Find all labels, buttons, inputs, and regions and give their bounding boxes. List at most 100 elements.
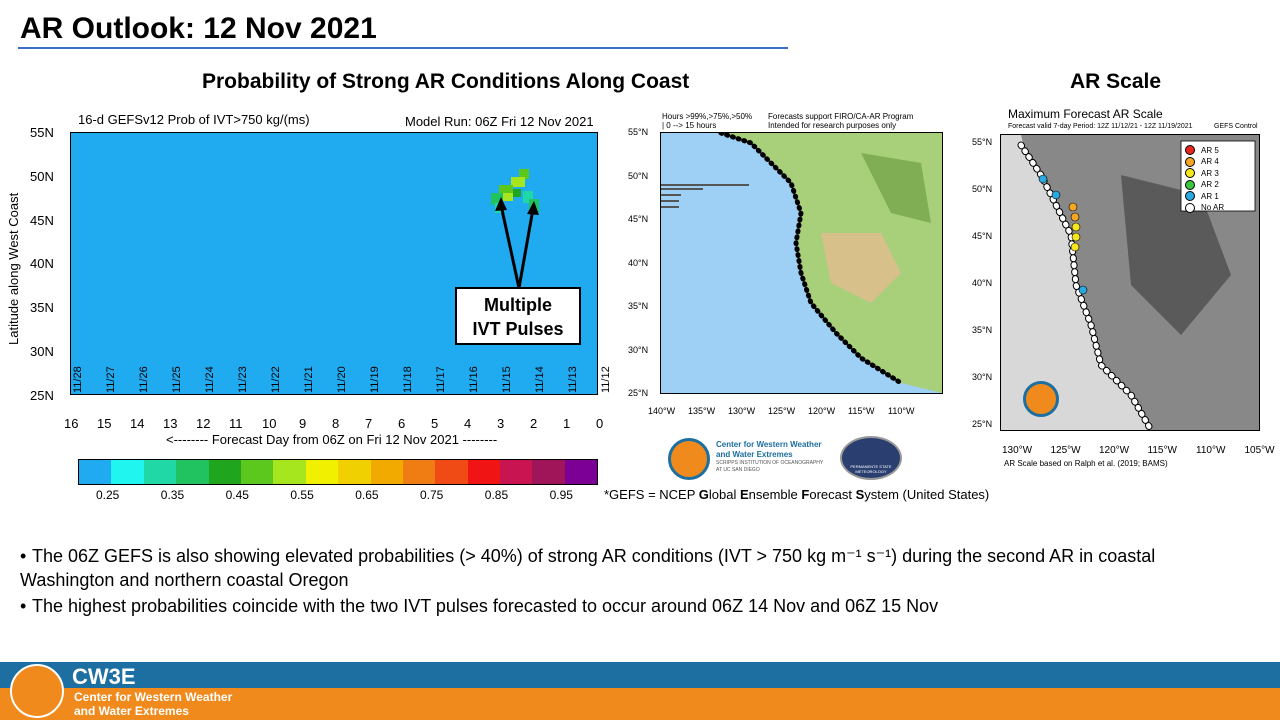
legend-label: AR 2 <box>1201 180 1219 189</box>
date-label: 11/19 <box>369 366 381 393</box>
right-lat-tick: 25°N <box>972 419 993 429</box>
mid-map-header-left-line2: | 0 --> 15 hours <box>662 121 717 130</box>
colorbar-swatch <box>240 460 274 484</box>
colorbar-swatch <box>500 460 533 484</box>
mid-map-header-right: Forecasts support FIRO/CA-AR Program Int… <box>768 112 913 130</box>
mid-map-header-right-line2: Intended for research purposes only <box>768 121 897 130</box>
x-tick-label: 7 <box>365 416 373 431</box>
right-lon-tick: 120°W <box>1099 445 1130 456</box>
colorbar-swatch <box>338 460 371 484</box>
mid-lat-tick: 25°N <box>628 388 649 398</box>
gefs-footnote: *GEFS = NCEP Global Ensemble Forecast Sy… <box>604 487 989 502</box>
right-lat-tick: 40°N <box>972 278 993 288</box>
footer-line1: Center for Western Weather <box>74 690 233 704</box>
colorbar-label: 0.95 <box>549 488 573 502</box>
coastal-hours-map-graphic <box>661 133 942 393</box>
right-lat-tick: 35°N <box>972 325 993 335</box>
bullet-1-text: The 06Z GEFS is also showing elevated pr… <box>20 546 1156 590</box>
date-label: 11/18 <box>402 366 414 393</box>
probability-colorbar <box>78 459 599 485</box>
y-tick-label: 55N <box>30 125 54 140</box>
cw3e-footer-logo-icon <box>10 664 64 718</box>
date-label: 11/14 <box>534 366 546 393</box>
colorbar-swatch <box>111 460 144 484</box>
legend-item: AR 2 <box>1185 179 1219 190</box>
right-lon-tick: 110°W <box>1196 445 1226 456</box>
callout-line1: Multiple <box>484 295 552 315</box>
cw3e-logo-line2: and Water Extremes <box>716 450 793 459</box>
legend-dot-icon <box>1185 156 1195 167</box>
cw3e-logo-text: Center for Western Weather and Water Ext… <box>716 440 823 474</box>
gefs-prefix: *GEFS = NCEP <box>604 487 699 502</box>
mid-lat-tick: 50°N <box>628 170 649 181</box>
date-label: 11/12 <box>600 366 612 393</box>
date-label: 11/13 <box>567 366 579 393</box>
right-lon-tick: 115°W <box>1147 445 1177 456</box>
x-tick-label: 5 <box>431 416 439 431</box>
date-label: 11/21 <box>303 366 315 393</box>
right-lon-tick: 105°W <box>1244 445 1275 456</box>
colorbar-swatch <box>79 460 112 484</box>
bullet-1: • The 06Z GEFS is also showing elevated p… <box>20 546 1156 590</box>
mid-lat-tick: 35°N <box>628 301 649 311</box>
date-label: 11/25 <box>171 366 183 393</box>
footer-brand: CW3E <box>72 664 136 689</box>
legend-label: No AR <box>1201 203 1225 212</box>
colorbar-label: 0.25 <box>96 488 120 502</box>
mid-map-header-left: Hours >99%,>75%,>50% | 0 --> 15 hours <box>662 112 752 130</box>
colorbar-swatch <box>564 460 598 484</box>
colorbar-swatch <box>176 460 209 484</box>
y-tick-label: 50N <box>30 168 54 184</box>
date-label: 11/24 <box>204 366 216 393</box>
cw3e-logo-line4: AT UC SAN DIEGO <box>716 467 760 473</box>
x-tick-label: 16 <box>64 416 79 431</box>
psm-logo-label: PERMANENTE STATE METEOROLOGY <box>850 464 892 474</box>
right-lat-tick: 55°N <box>972 137 993 147</box>
y-tick-label: 35N <box>30 300 54 316</box>
legend-item: AR 5 <box>1185 145 1219 155</box>
legend-label: AR 5 <box>1201 145 1219 155</box>
x-tick-label: 3 <box>497 416 505 431</box>
right-map-subtitle: Forecast valid 7-day Period: 12Z 11/12/2… <box>1008 123 1193 130</box>
date-label: 11/23 <box>237 366 249 393</box>
main-plot-title: 16-d GEFSv12 Prob of IVT>750 kg/(ms) <box>78 112 310 127</box>
probability-plot: 11/28 11/27 11/26 11/25 11/24 11/23 11/22 11/21… <box>70 132 612 395</box>
mid-lon-tick: 130°W <box>728 406 756 416</box>
legend-item: AR 3 <box>1185 168 1219 178</box>
right-lon-tick: 125°W <box>1050 445 1081 456</box>
x-tick-label: 11 <box>229 416 243 431</box>
gefs-nsemble: nsemble <box>748 487 802 502</box>
right-lat-tick: 30°N <box>972 372 993 382</box>
mid-lon-tick: 120°W <box>808 406 836 416</box>
right-lat-tick: 45°N <box>972 231 993 241</box>
y-axis-label: Latitude along West Coast <box>6 192 21 345</box>
date-label: 11/28 <box>72 366 84 393</box>
x-tick-label: 4 <box>464 416 472 431</box>
colorbar-label: 0.85 <box>484 488 509 502</box>
right-map-title: Maximum Forecast AR Scale <box>1008 107 1163 121</box>
y-tick-label: 25N <box>30 387 54 403</box>
coastal-hours-map <box>660 132 943 394</box>
colorbar-label: 0.65 <box>355 488 379 502</box>
section-heading-probability: Probability of Strong AR Conditions Alon… <box>202 70 690 93</box>
y-tick-label: 30N <box>30 344 54 359</box>
footer-band-orange <box>0 688 1280 720</box>
x-tick-label: 6 <box>398 416 406 431</box>
legend-dot-icon <box>1185 179 1195 190</box>
colorbar-swatch <box>532 460 565 484</box>
cw3e-logo-line1: Center for Western Weather <box>716 440 822 449</box>
mid-lat-tick: 40°N <box>628 257 649 268</box>
mid-lon-tick: 115°W <box>848 406 875 416</box>
colorbar-label: 0.45 <box>225 488 249 502</box>
date-label: 11/27 <box>105 366 117 393</box>
x-tick-label: 1 <box>563 416 571 431</box>
mid-lon-tick: 140°W <box>648 406 676 416</box>
mid-map-header-left-line1: Hours >99%,>75%,>50% <box>662 112 753 121</box>
bullet-2-text: The highest probabilities coincide with … <box>32 596 939 616</box>
legend-label: AR 4 <box>1201 157 1219 166</box>
x-tick-label: 14 <box>130 416 145 431</box>
footer-band-blue <box>0 662 1280 688</box>
colorbar-label: 0.75 <box>420 488 444 502</box>
bullet-2: • The highest probabilities coincide with… <box>20 596 939 616</box>
gefs-e: E <box>739 487 749 502</box>
